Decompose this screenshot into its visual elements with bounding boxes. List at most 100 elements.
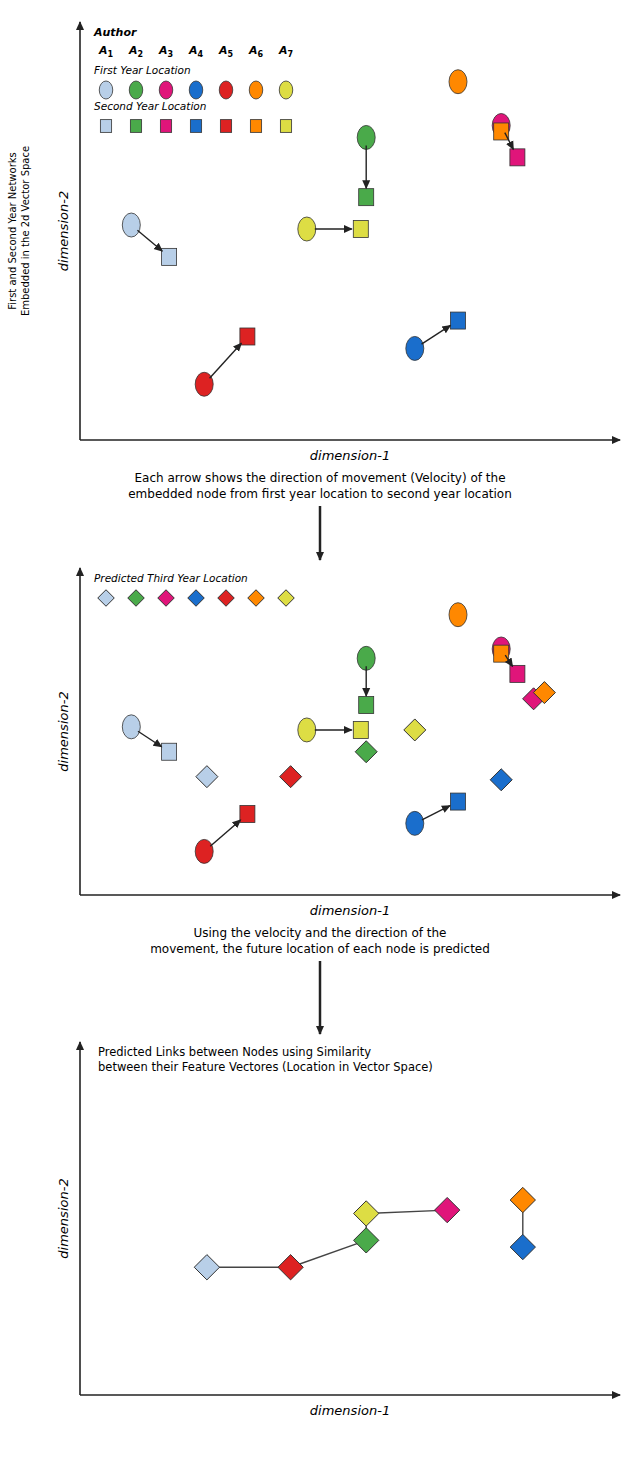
text-line: between their Feature Vectores (Location… [98,1060,433,1074]
link [291,1240,367,1267]
velocity-arrow [315,228,352,229]
series [194,1187,535,1280]
legend-swatch [158,590,175,607]
x-axis-label: dimension-1 [310,448,390,463]
legend-author: A6 [248,44,264,59]
panel: dimension-1 dimension-2 Using the velocity… [56,568,620,956]
velocity-arrow [366,666,367,696]
point [451,312,466,329]
author-letter: A [188,44,198,57]
point [406,811,424,835]
legend-author: A2 [128,44,143,59]
y-axis [79,568,81,895]
series [122,70,510,397]
point [435,1197,460,1222]
text-line: movement, the future location of each no… [150,942,490,956]
point [353,221,368,238]
x-axis-label: dimension-1 [310,903,390,918]
point [298,718,316,742]
point [494,123,509,140]
legend-swatch [220,120,231,133]
point [533,682,555,704]
legend-swatch [278,590,295,607]
legend-swatch [129,81,143,99]
legend-swatch [99,81,113,99]
figure: dimension-1 dimension-2 First and Second Y… [0,0,640,1480]
point [240,328,255,345]
legend-author: A1 [98,44,114,59]
series [162,645,525,822]
point [353,721,368,738]
y-axis-label: dimension-2 [56,191,71,271]
point [510,1234,535,1259]
point [355,741,377,763]
series [196,682,556,791]
velocity-arrow [137,230,162,251]
point [122,715,140,739]
text-line: Using the velocity and the direction of … [193,926,446,940]
point [451,793,466,810]
plot-area [122,603,555,864]
legend-swatch [98,590,115,607]
point [195,372,213,396]
plot-area [122,70,525,397]
y-axis-label: dimension-2 [56,691,71,771]
legend-entry: Second Year Location [94,100,206,112]
velocity-arrow [505,133,513,150]
y-axis-label: dimension-2 [56,1178,71,1258]
text-line: Embedded in the 2d Vector Space [20,146,31,316]
legend-swatch [280,120,291,133]
velocity-arrow [366,145,367,188]
series [162,123,525,345]
point [122,213,140,237]
author-letter: A [278,44,288,57]
point [354,1228,379,1253]
legend-entry: Predicted Third Year Location [94,572,248,584]
velocity-arrow [505,655,512,666]
legend-swatch [100,120,111,133]
point [278,1255,303,1280]
caption: Using the velocity and the direction of … [150,926,490,956]
point [196,766,218,788]
legend-swatch [128,590,145,607]
author-letter: A [218,44,228,57]
point [280,766,302,788]
point [449,70,467,94]
caption: Each arrow shows the direction of moveme… [128,471,512,501]
legend-swatch [279,81,293,99]
velocity-arrow [315,729,352,730]
author-index: 6 [257,50,263,59]
x-axis [80,439,620,441]
velocity-arrow [210,820,240,846]
panel-title: Predicted Links between Nodes using Simi… [98,1045,433,1074]
side-label: First and Second Year NetworksEmbedded i… [7,146,31,316]
flow-arrow [319,961,322,1034]
author-letter: A [158,44,168,57]
legend-swatch [219,81,233,99]
velocity-arrow [422,806,450,820]
author-index: 3 [167,50,173,59]
legend-swatch [249,81,263,99]
author-index: 5 [227,50,233,59]
x-axis [80,894,620,896]
point [510,1187,535,1212]
velocity-arrow [422,325,451,344]
legend-swatch [160,120,171,133]
plot-area [194,1187,535,1280]
velocity-arrow [210,343,242,378]
legend-swatch [159,81,173,99]
legend-swatch [250,120,261,133]
author-index: 2 [137,50,143,59]
x-axis-label: dimension-1 [310,1403,390,1418]
point [298,217,316,241]
point [162,248,177,265]
point [510,665,525,682]
y-axis [79,22,81,440]
legend-swatch [130,120,141,133]
author-index: 1 [107,50,113,59]
legend-author: A4 [188,44,204,59]
point [359,697,374,714]
author-letter: A [128,44,138,57]
point [490,769,512,791]
legend-author: A7 [278,44,293,59]
